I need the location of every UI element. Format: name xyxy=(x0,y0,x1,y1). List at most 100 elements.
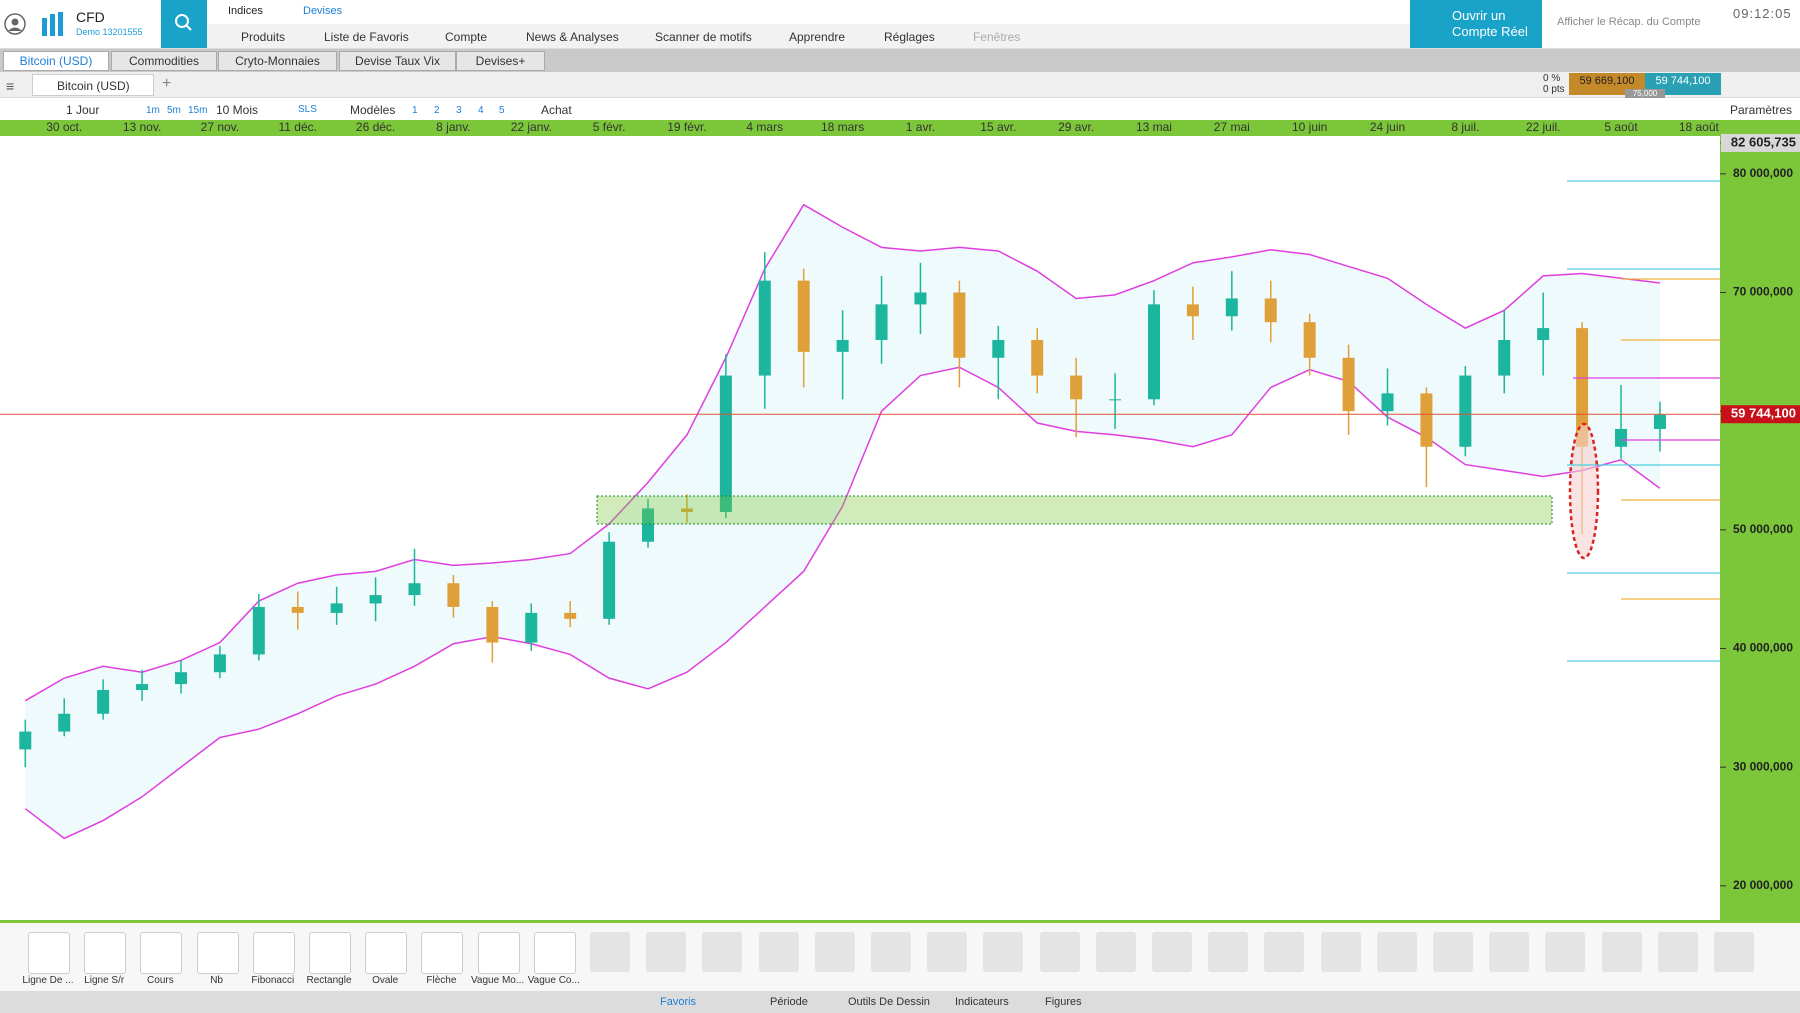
bottom-tab[interactable]: Période xyxy=(770,996,808,1008)
tool-slot xyxy=(1657,932,1698,972)
band-upper xyxy=(24,203,1661,702)
menu-item[interactable]: Réglages xyxy=(884,30,935,44)
layout-button[interactable]: 5 xyxy=(499,105,505,116)
clock: 09:12:05 xyxy=(1733,6,1792,21)
account-summary[interactable]: Afficher le Récap. du Compte xyxy=(1557,16,1701,28)
interval[interactable]: 1 Jour xyxy=(66,103,100,117)
instrument-tab[interactable]: Bitcoin (USD) xyxy=(32,74,154,96)
tool-button[interactable] xyxy=(196,932,239,974)
range[interactable]: 10 Mois xyxy=(216,103,259,117)
header-tab[interactable]: Indices xyxy=(228,5,263,17)
tool-button[interactable] xyxy=(477,932,520,974)
header-tab[interactable]: Devises xyxy=(303,5,343,17)
tool-label: Fibonacci xyxy=(251,975,295,986)
quick-interval[interactable]: 15m xyxy=(188,105,208,116)
watchlist-tab[interactable]: Bitcoin (USD) xyxy=(3,51,109,71)
y-tick-label: 50 000,000 xyxy=(1733,522,1793,536)
quick-interval[interactable]: 1m xyxy=(146,105,160,116)
level-lines xyxy=(1567,180,1720,662)
watchlist-tab[interactable]: Devise Taux Vix xyxy=(339,51,456,71)
y-tick-label: 20 000,000 xyxy=(1733,878,1793,892)
menu-item[interactable]: Fenêtres xyxy=(973,30,1021,44)
bottom-tab[interactable]: Favoris xyxy=(660,996,697,1008)
layout-button[interactable]: 2 xyxy=(434,105,440,116)
menu-item[interactable]: News & Analyses xyxy=(526,30,619,44)
bottom-tab[interactable]: Outils De Dessin xyxy=(848,996,930,1008)
instrument: Bitcoin (USD) xyxy=(57,79,130,93)
tool-button[interactable] xyxy=(140,932,183,974)
tool-label: Cours xyxy=(147,975,174,986)
date-label: 8 janv. xyxy=(436,120,470,134)
bottom-tab[interactable]: Figures xyxy=(1045,996,1082,1008)
layout-button[interactable]: 3 xyxy=(456,105,462,116)
tool-slot xyxy=(1714,932,1754,972)
date-label: 18 août xyxy=(1679,120,1720,134)
tool-slot xyxy=(1152,932,1192,972)
candle-body xyxy=(1653,414,1666,429)
top-bar: CFD Demo 13201555 Ouvrir un Compte Réel … xyxy=(0,0,1800,49)
date-label: 27 nov. xyxy=(201,120,239,134)
menu-bar xyxy=(207,24,1410,48)
bottom-tab[interactable]: Indicateurs xyxy=(955,996,1009,1008)
candle-body xyxy=(330,603,343,613)
tool-slot xyxy=(1376,932,1417,972)
tool-label: Rectangle xyxy=(306,975,352,986)
candle-body xyxy=(136,684,149,691)
add-tab[interactable]: + xyxy=(162,75,172,92)
date-label: 5 févr. xyxy=(593,120,626,134)
menu-item[interactable]: Apprendre xyxy=(789,30,846,44)
tool-slot xyxy=(590,932,630,972)
date-label: 22 juil. xyxy=(1526,120,1561,134)
zone-rectangle xyxy=(596,495,1553,525)
tool-slot xyxy=(983,932,1024,972)
candle-body xyxy=(1615,428,1628,447)
models[interactable]: Modèles xyxy=(350,103,396,117)
open-account-button[interactable]: Ouvrir un Compte Réel xyxy=(1410,0,1542,48)
tool-button[interactable] xyxy=(421,932,464,974)
order[interactable]: Achat xyxy=(541,103,572,117)
tool-button[interactable] xyxy=(533,932,576,974)
search-button[interactable] xyxy=(161,0,207,48)
tool-slot xyxy=(646,932,687,972)
tool-button[interactable] xyxy=(309,932,351,974)
layout-button[interactable]: 4 xyxy=(478,105,484,116)
candle-body xyxy=(291,606,304,613)
menu-icon[interactable]: ≡ xyxy=(6,78,15,94)
sls[interactable]: SLS xyxy=(298,104,317,115)
candle-body xyxy=(1303,322,1316,358)
layout-button[interactable]: 1 xyxy=(412,105,418,116)
tool-slot xyxy=(1320,932,1361,972)
tool-button[interactable] xyxy=(28,932,70,974)
quick-interval[interactable]: 5m xyxy=(167,105,181,116)
candle-body xyxy=(797,280,810,352)
candle-body xyxy=(1576,328,1589,447)
date-label: 5 août xyxy=(1604,120,1638,134)
tool-slot xyxy=(1095,932,1136,972)
tool-slot xyxy=(1545,932,1586,972)
tool-label: Ovale xyxy=(372,975,399,986)
tool-label: Ligne S/r xyxy=(84,975,125,986)
y-tick-label: 80 000,000 xyxy=(1733,166,1793,180)
menu-item[interactable]: Compte xyxy=(445,30,488,44)
band-fill xyxy=(25,204,1660,839)
menu-item[interactable]: Liste de Favoris xyxy=(324,30,409,44)
watchlist-tab[interactable]: Commodities xyxy=(111,51,217,71)
candle-body xyxy=(525,612,538,643)
tool-button[interactable] xyxy=(365,932,408,974)
watchlist-tab[interactable]: Cryto-Monnaies xyxy=(218,51,337,71)
candle-body xyxy=(1342,357,1355,412)
open-account-label: Compte Réel xyxy=(1452,24,1528,39)
watchlist-tab[interactable]: Devises+ xyxy=(456,51,545,71)
menu-item[interactable]: Scanner de motifs xyxy=(655,30,752,44)
tool-button[interactable] xyxy=(84,932,127,974)
candle-body xyxy=(1031,339,1044,376)
settings[interactable]: Paramètres xyxy=(1730,103,1793,117)
candle-body xyxy=(992,339,1005,358)
tool-button[interactable] xyxy=(252,932,295,974)
tool-slot xyxy=(1208,932,1249,972)
change-pct: 0 % xyxy=(1543,73,1561,84)
tool-slot xyxy=(758,932,799,972)
menu-item[interactable]: Produits xyxy=(241,30,286,44)
date-label: 13 mai xyxy=(1136,120,1172,134)
